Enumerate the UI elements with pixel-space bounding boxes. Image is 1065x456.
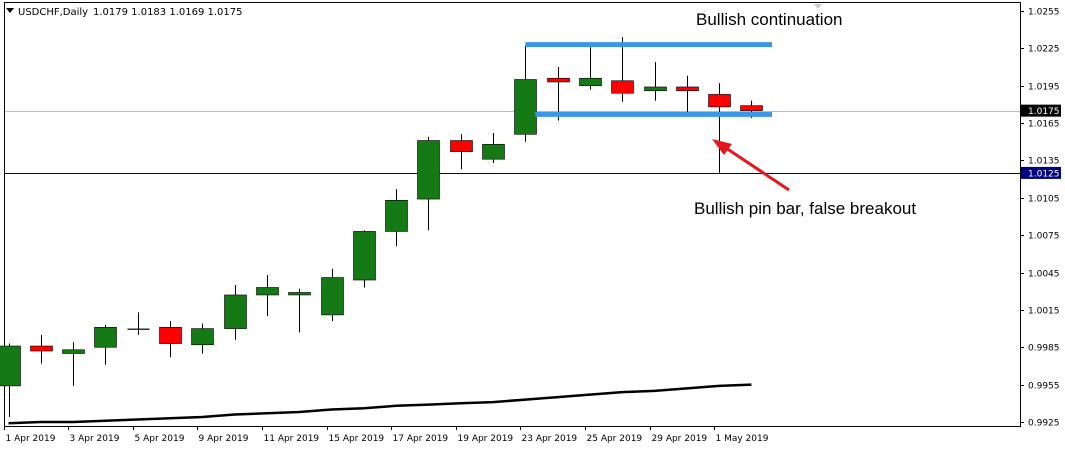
candle-body-bullish [353, 231, 376, 281]
candle-body-bearish [127, 328, 150, 330]
x-tick-label: 29 Apr 2019 [652, 434, 708, 444]
candle [676, 75, 699, 116]
x-tick-label: 5 Apr 2019 [135, 434, 185, 444]
annotation-bullish-continuation: Bullish continuation [696, 10, 842, 29]
candle-body-bullish [482, 143, 505, 160]
candle-body-bullish [321, 277, 344, 316]
y-tick-label: 1.0225 [1028, 45, 1060, 55]
candle [482, 133, 505, 163]
current-price-tag-text: 1.0175 [1028, 107, 1060, 117]
candle [579, 47, 602, 90]
candle-body-bullish [94, 327, 117, 348]
candle-body-bullish [256, 287, 279, 296]
price-tags-layer: 1.0175 1.0125 [1021, 104, 1061, 179]
y-tick-label: 0.9955 [1028, 382, 1060, 392]
candle [708, 83, 731, 173]
annotation-pin-bar: Bullish pin bar, false breakout [694, 199, 916, 218]
candle [62, 342, 85, 386]
candle-body-bullish [62, 349, 85, 354]
y-tick-label: 1.0255 [1028, 8, 1060, 18]
candle [611, 37, 634, 102]
ohlc-readout: 1.0179 1.0183 1.0169 1.0175 [93, 7, 243, 18]
x-tick-label: 23 Apr 2019 [522, 434, 578, 444]
candle-body-bullish [224, 294, 247, 329]
candle-body-bearish [708, 94, 731, 108]
horizontal-lines-layer [5, 111, 1020, 174]
x-tick-label: 15 Apr 2019 [329, 434, 385, 444]
candles-layer [0, 37, 763, 418]
y-tick-label: 1.0105 [1028, 195, 1060, 205]
support-level-tag-text: 1.0125 [1028, 169, 1060, 179]
arrow-shaft [722, 144, 790, 192]
chart-shift-marker-icon[interactable] [814, 4, 822, 9]
x-tick-label: 25 Apr 2019 [587, 434, 643, 444]
x-tick-label: 1 Apr 2019 [6, 434, 56, 444]
x-tick-label: 1 May 2019 [716, 434, 769, 444]
candle [0, 343, 21, 418]
moving-average-layer [8, 383, 752, 425]
symbol-title: USDCHF,Daily [18, 7, 88, 18]
y-tick-label: 1.0045 [1028, 270, 1060, 280]
candle [30, 334, 53, 364]
candle [450, 134, 473, 170]
y-tick-label: 1.0075 [1028, 232, 1060, 242]
x-tick-label: 3 Apr 2019 [70, 434, 120, 444]
chart-menu-triangle-icon[interactable] [6, 8, 14, 13]
y-tick-label: 0.9985 [1028, 344, 1060, 354]
arrow-head-icon [712, 139, 732, 155]
candle-body-bullish [288, 292, 311, 296]
candle-body-bearish [30, 345, 53, 352]
channel-layer [525, 42, 772, 117]
candle [288, 288, 311, 333]
x-tick-label: 17 Apr 2019 [393, 434, 449, 444]
y-tick-label: 1.0165 [1028, 120, 1060, 130]
moving-average-line [8, 383, 752, 425]
candle-body-bullish [0, 345, 21, 387]
candle-body-bearish [159, 327, 182, 344]
candle-body-bearish [740, 105, 763, 111]
candle [191, 323, 214, 354]
candle [159, 321, 182, 358]
candle [353, 230, 376, 288]
current-price-tag: 1.0175 [1021, 104, 1061, 117]
current-price-tag-box [1021, 104, 1061, 117]
candle [94, 324, 117, 365]
candle [644, 62, 667, 101]
candle-body-bullish [385, 200, 408, 232]
y-tick-label: 1.0015 [1028, 307, 1060, 317]
candle-body-bullish [579, 77, 602, 87]
y-tick-label: 1.0135 [1028, 157, 1060, 167]
candle-body-bearish [611, 80, 634, 94]
price-axis: 1.0255 1.0225 1.0195 1.0165 1.0135 1.0105 1.00… [1020, 8, 1060, 429]
candle [224, 285, 247, 340]
candle [547, 67, 570, 121]
candle-body-bullish [191, 328, 214, 346]
candle [321, 268, 344, 322]
x-tick-label: 19 Apr 2019 [458, 434, 514, 444]
support-level-tag-box [1021, 166, 1061, 179]
candle [514, 45, 537, 142]
x-tick-label: 11 Apr 2019 [264, 434, 320, 444]
y-tick-label: 0.9925 [1028, 419, 1060, 429]
support-level-tag: 1.0125 [1021, 166, 1061, 179]
plot-area [4, 2, 1021, 427]
candle [385, 189, 408, 247]
candle [127, 312, 150, 335]
candle-body-bullish [644, 86, 667, 92]
candle-body-bullish [514, 79, 537, 135]
y-tick-label: 1.0195 [1028, 83, 1060, 93]
time-axis: 1 Apr 2019 3 Apr 2019 5 Apr 2019 9 Apr 2019… [4, 426, 769, 444]
candle-body-bearish [547, 77, 570, 83]
candle [256, 275, 279, 317]
candle-body-bullish [417, 140, 440, 200]
x-tick-label: 9 Apr 2019 [199, 434, 249, 444]
candle-body-bearish [676, 86, 699, 92]
annotation-arrow [712, 139, 790, 192]
candle-body-bearish [450, 140, 473, 153]
candle [417, 136, 440, 231]
